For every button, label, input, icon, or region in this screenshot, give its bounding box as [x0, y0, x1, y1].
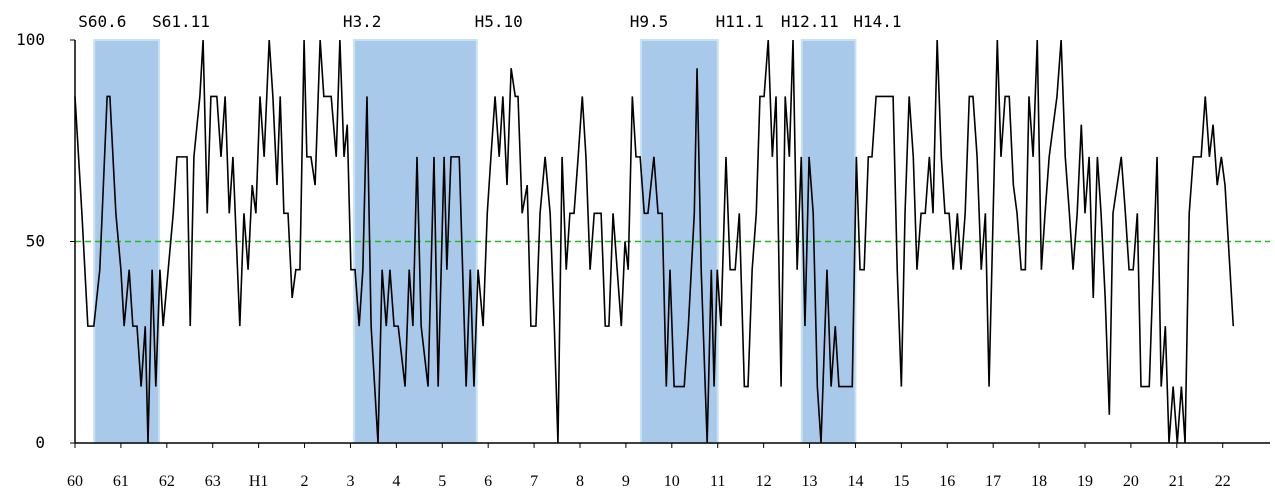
x-tick-label: 9: [622, 473, 630, 490]
x-tick-label: 4: [392, 473, 400, 490]
x-tick-label: 60: [67, 473, 83, 490]
band-start-label: H3.2: [343, 12, 382, 31]
x-tick-label: 18: [1031, 473, 1047, 490]
x-tick-label: 11: [710, 473, 725, 490]
y-tick-label: 100: [16, 30, 45, 49]
x-tick-label: 19: [1077, 473, 1093, 490]
x-tick-label: 21: [1169, 473, 1185, 490]
x-tick-label: 61: [113, 473, 129, 490]
x-tick-label: 20: [1123, 473, 1139, 490]
band-start-label: S60.6: [78, 12, 126, 31]
x-tick-label: 8: [576, 473, 584, 490]
x-tick-label: 16: [939, 473, 955, 490]
x-tick-label: 62: [159, 473, 175, 490]
x-tick-label: 17: [985, 473, 1001, 490]
band-end-label: S61.11: [152, 12, 210, 31]
x-tick-label: 22: [1215, 473, 1231, 490]
band-start-label: H9.5: [630, 12, 669, 31]
x-tick-label: 14: [847, 473, 863, 490]
x-tick-label: 13: [802, 473, 818, 490]
data-line: [74, 39, 1235, 444]
x-tick-label: 2: [301, 473, 309, 490]
band-start-label: H12.11: [781, 12, 839, 31]
x-tick-label: 5: [438, 473, 446, 490]
x-tick-label: 6: [484, 473, 492, 490]
band-end-label: H14.1: [853, 12, 901, 31]
x-tick-label: H1: [249, 473, 269, 490]
x-tick-label: 63: [205, 473, 221, 490]
band-end-label: H5.10: [475, 12, 523, 31]
x-tick-label: 12: [756, 473, 772, 490]
x-tick-label: 15: [893, 473, 909, 490]
y-tick-label: 50: [26, 232, 45, 251]
x-tick-label: 10: [664, 473, 680, 490]
y-tick-label: 0: [35, 433, 45, 452]
x-tick-label: 3: [346, 473, 354, 490]
band-end-label: H11.1: [716, 12, 764, 31]
x-tick-label: 7: [530, 473, 538, 490]
